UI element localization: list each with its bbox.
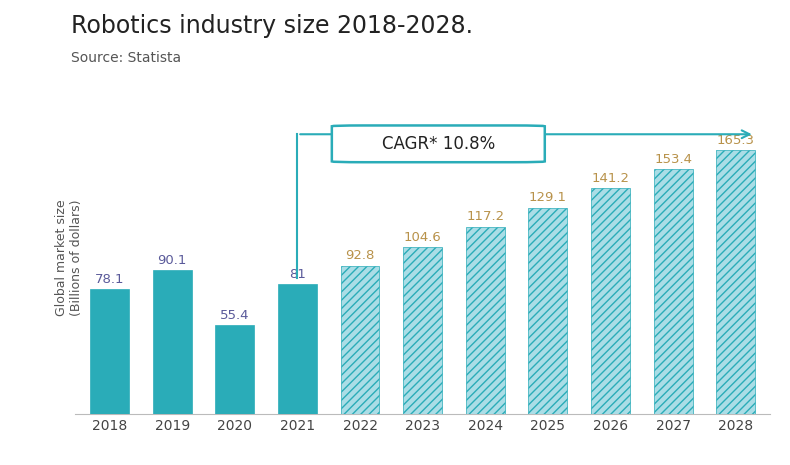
Text: 104.6: 104.6 — [404, 231, 442, 244]
Text: 153.4: 153.4 — [654, 153, 692, 166]
Bar — [529, 207, 567, 414]
Bar — [278, 285, 317, 414]
Bar — [216, 326, 254, 414]
Text: CAGR* 10.8%: CAGR* 10.8% — [382, 135, 495, 153]
Text: 92.8: 92.8 — [345, 249, 374, 262]
Text: 90.1: 90.1 — [157, 254, 186, 267]
Bar — [90, 289, 129, 414]
Bar — [340, 266, 379, 414]
Text: 78.1: 78.1 — [95, 273, 124, 286]
Y-axis label: Global market size
(Billions of dollars): Global market size (Billions of dollars) — [55, 200, 84, 316]
Text: 117.2: 117.2 — [466, 210, 504, 223]
Text: Robotics industry size 2018-2028.: Robotics industry size 2018-2028. — [71, 14, 473, 38]
Text: 129.1: 129.1 — [529, 192, 567, 205]
Text: 141.2: 141.2 — [592, 172, 630, 185]
Bar — [591, 188, 630, 414]
Text: 165.3: 165.3 — [717, 133, 754, 146]
Text: 81: 81 — [289, 268, 306, 281]
Bar — [654, 169, 693, 414]
Bar — [717, 150, 755, 414]
FancyBboxPatch shape — [332, 126, 545, 162]
Text: 55.4: 55.4 — [220, 309, 250, 322]
Bar — [466, 226, 505, 414]
Bar — [152, 270, 191, 414]
Bar — [403, 247, 442, 414]
Text: Source: Statista: Source: Statista — [71, 51, 181, 65]
